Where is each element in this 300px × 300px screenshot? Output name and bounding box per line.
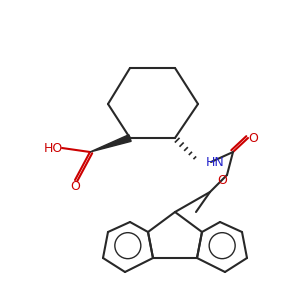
Text: HN: HN xyxy=(206,155,225,169)
Polygon shape xyxy=(90,135,131,152)
Text: HO: HO xyxy=(44,142,63,154)
Text: O: O xyxy=(248,131,258,145)
Text: O: O xyxy=(217,173,227,187)
Text: O: O xyxy=(70,179,80,193)
